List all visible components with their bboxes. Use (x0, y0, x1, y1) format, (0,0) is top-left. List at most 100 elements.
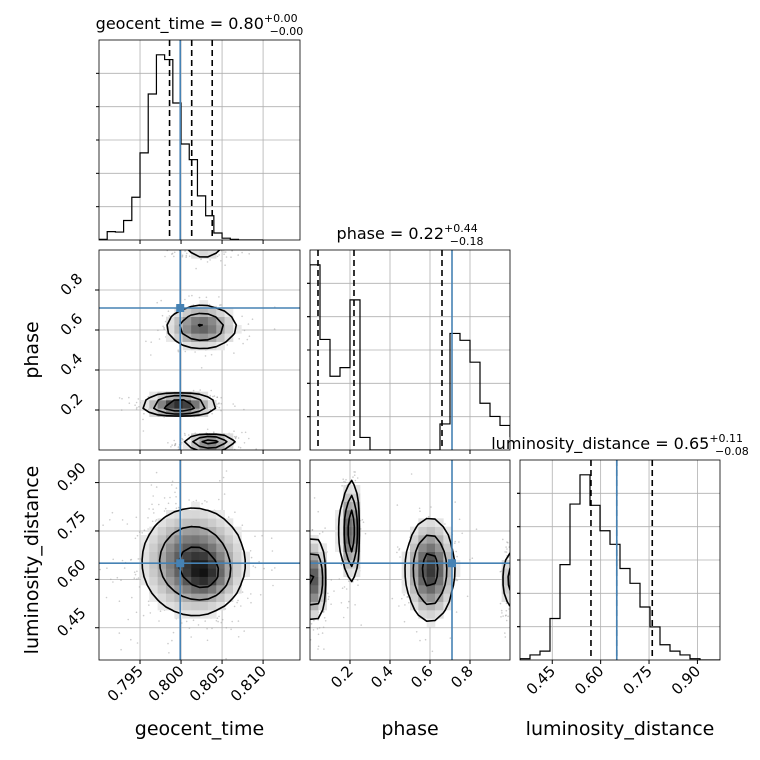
density-cell (149, 526, 158, 536)
sample-point (184, 250, 186, 252)
density-cell (435, 568, 444, 577)
sample-point (398, 548, 401, 550)
sample-point (147, 395, 150, 398)
sample-point (181, 442, 183, 444)
sample-point (218, 296, 220, 298)
sample-point (158, 503, 160, 506)
density-cell (191, 593, 200, 602)
density-cell (199, 601, 209, 611)
sample-point (105, 596, 108, 599)
sample-point (143, 412, 145, 415)
sample-point (500, 616, 502, 618)
density-cell (191, 560, 200, 569)
sample-point (505, 609, 508, 612)
density-cell (191, 585, 200, 594)
density-cell (207, 601, 217, 611)
sample-point (121, 397, 123, 400)
density-cell (435, 601, 444, 611)
density-cell (182, 441, 192, 450)
sample-point (240, 605, 242, 607)
density-cell (174, 568, 184, 577)
density-cell (310, 585, 319, 594)
hist-panel-phase (307, 249, 511, 451)
sample-point (243, 329, 246, 332)
sample-point (221, 248, 223, 250)
density-cell (182, 518, 192, 527)
sample-point (134, 404, 136, 407)
sample-point (250, 593, 252, 595)
sample-point (391, 597, 394, 600)
sample-point (302, 573, 304, 575)
density-cell (166, 543, 175, 552)
truth-marker (176, 559, 185, 568)
sample-point (131, 596, 133, 599)
sample-point (263, 567, 265, 570)
sample-point (185, 254, 188, 257)
sample-point (188, 295, 190, 297)
sample-point (248, 335, 251, 338)
sample-point (136, 534, 139, 537)
sample-point (204, 500, 206, 502)
sample-point (517, 553, 519, 555)
y-tick-label: 0.60 (53, 556, 89, 592)
density-cell (310, 576, 319, 586)
contour-line (310, 479, 510, 622)
density-cell (149, 593, 158, 602)
density-cell (318, 593, 327, 602)
sample-point (247, 597, 249, 600)
density-cell (435, 610, 444, 619)
sample-point (219, 480, 221, 482)
density-cell (443, 543, 452, 552)
density-cell (343, 560, 352, 569)
sample-point (512, 602, 514, 604)
density-cell (343, 535, 352, 544)
panel-phase-vs-luminosity_distance (302, 459, 519, 661)
density-cell (216, 576, 225, 586)
sample-point (174, 491, 176, 494)
sample-point (505, 619, 508, 622)
sample-point (120, 579, 122, 581)
sample-point (152, 495, 154, 497)
sample-point (458, 518, 461, 521)
density-cell (443, 560, 452, 569)
density-cell (182, 585, 192, 594)
sample-point (323, 648, 325, 650)
density-cell (174, 510, 184, 519)
density-cell (182, 408, 192, 417)
density-cell (157, 585, 167, 594)
density-cell (216, 325, 225, 334)
density-cell (166, 576, 175, 586)
sample-point (250, 556, 253, 559)
sample-point (356, 579, 359, 581)
density-cell (207, 510, 217, 519)
sample-point (344, 481, 347, 484)
density-cell (199, 441, 209, 450)
sample-point (164, 507, 167, 510)
density-cell (182, 333, 192, 342)
panel-frame (98, 39, 301, 241)
panel-frame (309, 459, 511, 661)
sample-point (461, 532, 464, 535)
sample-point (304, 539, 306, 541)
sample-point (195, 267, 197, 270)
density-cell (435, 543, 444, 552)
sample-point (361, 518, 364, 521)
density-cell (216, 341, 225, 351)
sample-point (173, 439, 175, 442)
sample-point (306, 620, 308, 622)
x-axis-label: luminosity_distance (526, 718, 715, 740)
density-cell (443, 576, 452, 586)
sample-point (396, 551, 398, 554)
sample-point (174, 443, 177, 446)
density-cell (310, 560, 319, 569)
sample-point (500, 609, 503, 612)
density-cell (174, 576, 184, 586)
sample-point (210, 389, 212, 392)
density-cell (182, 560, 192, 569)
y-tick-label: 0.45 (53, 604, 89, 640)
sample-point (127, 618, 129, 621)
sample-point (175, 502, 177, 505)
sample-point (193, 456, 195, 458)
density-cell (443, 568, 452, 577)
density-cell (140, 551, 150, 561)
